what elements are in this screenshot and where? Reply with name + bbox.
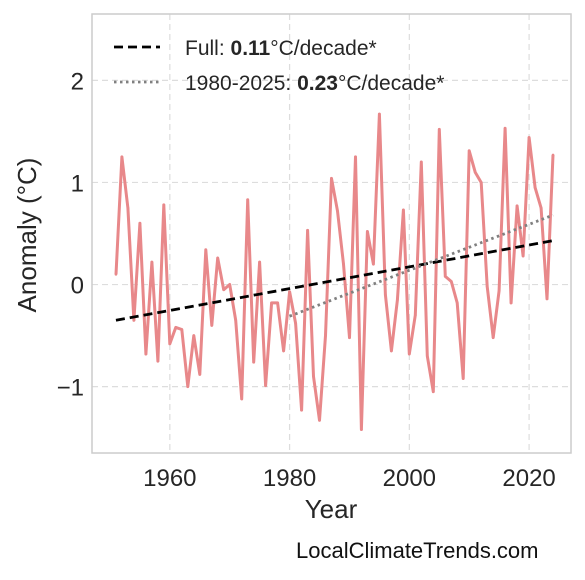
series-point bbox=[120, 155, 124, 159]
series-point bbox=[443, 275, 447, 278]
series-point bbox=[539, 206, 543, 210]
series-point bbox=[306, 229, 309, 232]
series-point bbox=[114, 273, 118, 276]
series-point bbox=[162, 203, 166, 207]
series-point bbox=[515, 204, 519, 208]
series-point bbox=[168, 342, 172, 346]
series-point bbox=[467, 149, 471, 153]
y-tick-label: 2 bbox=[71, 68, 84, 95]
series-point bbox=[431, 390, 435, 394]
series-point bbox=[132, 318, 136, 322]
series-point bbox=[288, 290, 291, 293]
series-point bbox=[150, 260, 154, 264]
series-point bbox=[156, 359, 160, 363]
series-point bbox=[497, 289, 501, 292]
series-point bbox=[144, 352, 148, 356]
series-point bbox=[186, 385, 190, 388]
plot-frame bbox=[91, 13, 572, 454]
series-point bbox=[312, 375, 315, 378]
series-point bbox=[354, 155, 357, 159]
series-point bbox=[533, 186, 537, 189]
series-point bbox=[449, 280, 453, 283]
series-point bbox=[216, 256, 220, 260]
series-point bbox=[402, 208, 405, 212]
series-point bbox=[246, 198, 249, 202]
series-point bbox=[210, 324, 214, 327]
series-point bbox=[204, 248, 208, 252]
series-point bbox=[330, 177, 333, 180]
series-point bbox=[234, 318, 237, 322]
series-point bbox=[527, 136, 531, 139]
x-tick-label: 2020 bbox=[502, 465, 555, 492]
series-point bbox=[491, 336, 495, 339]
series-point bbox=[551, 153, 555, 157]
series-point bbox=[240, 397, 243, 401]
y-tick-label: 1 bbox=[71, 170, 84, 197]
series-point bbox=[479, 181, 483, 184]
series-point bbox=[521, 254, 525, 258]
grid-layer bbox=[92, 14, 571, 453]
source-label: LocalClimateTrends.com bbox=[296, 538, 539, 563]
series-point bbox=[390, 349, 393, 353]
series-point bbox=[258, 260, 261, 264]
y-axis-title: Anomaly (°C) bbox=[12, 158, 42, 313]
series-point bbox=[414, 313, 417, 317]
x-tick-label: 1960 bbox=[143, 465, 196, 492]
series-point bbox=[324, 334, 327, 337]
series-point bbox=[192, 334, 196, 337]
series-point bbox=[485, 285, 489, 288]
series-point bbox=[222, 288, 226, 291]
x-axis-title: Year bbox=[305, 494, 358, 524]
series-point bbox=[126, 206, 130, 210]
series-point bbox=[420, 160, 423, 164]
legend-full-text: Full: 0.11°C/decade* bbox=[185, 37, 377, 60]
series-point bbox=[366, 230, 369, 233]
series-point bbox=[264, 384, 267, 387]
y-tick-label: 0 bbox=[71, 273, 84, 300]
series-point bbox=[503, 127, 507, 130]
y-tick-label: −1 bbox=[57, 375, 84, 402]
series-point bbox=[509, 301, 513, 305]
series-point bbox=[294, 322, 297, 325]
series-point bbox=[372, 262, 375, 266]
series-point bbox=[282, 349, 285, 353]
series-point bbox=[360, 428, 363, 431]
series-point bbox=[426, 354, 429, 358]
series-point bbox=[138, 221, 142, 225]
series-point bbox=[270, 301, 273, 305]
series-point bbox=[437, 128, 441, 131]
full-trend-line bbox=[115, 239, 554, 322]
series-point bbox=[252, 360, 255, 364]
series-point bbox=[455, 301, 459, 305]
series-point bbox=[384, 293, 387, 297]
series-point bbox=[348, 336, 351, 339]
x-tick-label: 1980 bbox=[263, 465, 316, 492]
series-point bbox=[396, 298, 399, 302]
series-points bbox=[114, 112, 555, 431]
series-point bbox=[336, 209, 339, 213]
series-point bbox=[276, 301, 279, 305]
series-point bbox=[461, 377, 465, 380]
series-point bbox=[228, 283, 232, 286]
recent-trend-line bbox=[289, 213, 554, 318]
series-point bbox=[174, 326, 178, 329]
legend-recent-text: 1980-2025: 0.23°C/decade* bbox=[185, 72, 444, 95]
anomaly-series-line bbox=[114, 112, 555, 431]
series-point bbox=[408, 352, 411, 356]
series-point bbox=[473, 170, 477, 174]
series-point bbox=[318, 419, 321, 422]
series-point bbox=[180, 328, 184, 331]
series-point bbox=[300, 408, 303, 412]
series-point bbox=[342, 262, 345, 266]
legend: Full: 0.11°C/decade* 1980-2025: 0.23°C/d… bbox=[114, 37, 444, 95]
series-point bbox=[378, 112, 381, 116]
series-point bbox=[198, 373, 202, 376]
tick-labels: 1960 1980 2000 2020 2 1 0 −1 bbox=[57, 68, 556, 492]
x-tick-label: 2000 bbox=[383, 465, 436, 492]
series-point bbox=[545, 297, 549, 301]
